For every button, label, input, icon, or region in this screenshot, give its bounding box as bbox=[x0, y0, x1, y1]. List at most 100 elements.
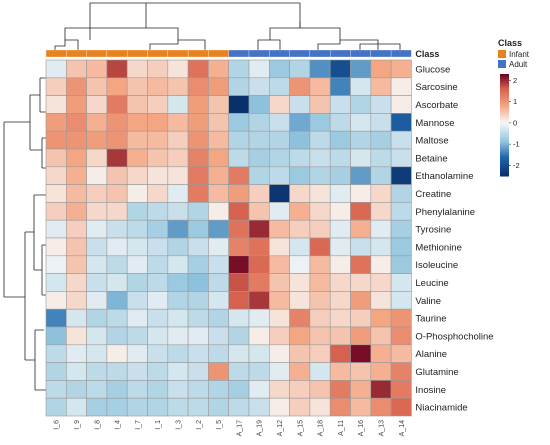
color-scale-step bbox=[500, 153, 509, 157]
heatmap-cell bbox=[208, 380, 229, 399]
heatmap-cell bbox=[248, 380, 270, 399]
heatmap-cell bbox=[106, 113, 128, 132]
color-scale-step bbox=[500, 147, 509, 150]
heatmap-cell bbox=[126, 77, 148, 96]
heatmap-cell bbox=[268, 184, 290, 203]
heatmap-cell bbox=[390, 344, 412, 363]
heatmap-cell bbox=[208, 113, 229, 132]
heatmap-cell bbox=[126, 308, 148, 328]
heatmap-cell bbox=[126, 219, 148, 239]
heatmap-cell bbox=[187, 113, 209, 132]
color-scale-step bbox=[500, 155, 509, 158]
class-cell-I_5 bbox=[208, 49, 229, 58]
color-scale-step bbox=[500, 87, 509, 90]
heatmap-cell bbox=[126, 380, 148, 399]
color-scale-step bbox=[500, 104, 509, 107]
heatmap-cell bbox=[147, 148, 169, 168]
heatmap-cell bbox=[370, 237, 392, 257]
color-scale-step bbox=[500, 174, 509, 177]
heatmap-cell bbox=[147, 95, 169, 114]
heatmap-cell bbox=[309, 219, 331, 239]
column-label: I_7 bbox=[135, 420, 142, 430]
heatmap-cell bbox=[208, 166, 229, 185]
heatmap-cell bbox=[45, 380, 67, 399]
heatmap-cell bbox=[329, 219, 351, 239]
heatmap-cell bbox=[66, 308, 87, 328]
row-labels: Glucose Sarcosine Ascorbate Mannose Maltose B… bbox=[415, 64, 493, 413]
heatmap-cell bbox=[228, 113, 250, 132]
heatmap-cell bbox=[45, 273, 67, 292]
heatmap-cell bbox=[309, 184, 331, 203]
heatmap-cell bbox=[370, 59, 392, 79]
color-scale-step bbox=[500, 111, 509, 114]
heatmap-cell bbox=[106, 380, 128, 399]
class-cell-A_16 bbox=[350, 49, 371, 58]
heatmap-cell bbox=[268, 77, 290, 96]
heatmap-cell bbox=[268, 273, 290, 292]
heatmap-cell bbox=[309, 273, 331, 292]
heatmap-cell bbox=[208, 237, 229, 257]
heatmap-cell bbox=[370, 362, 392, 381]
heatmap-cell bbox=[350, 219, 372, 239]
heatmap-cell bbox=[66, 166, 87, 185]
heatmap-cell bbox=[208, 219, 229, 239]
row-label: Glutamine bbox=[415, 367, 458, 378]
heatmap-cell bbox=[248, 397, 270, 417]
heatmap-cell bbox=[45, 130, 67, 150]
heatmap-cell bbox=[329, 184, 351, 203]
heatmap-cell bbox=[228, 184, 250, 203]
heatmap-cell bbox=[66, 344, 87, 363]
heatmap-cell bbox=[126, 344, 148, 363]
heatmap-cell bbox=[390, 184, 412, 203]
column-dendrogram bbox=[54, 2, 401, 50]
heatmap-cell bbox=[106, 273, 128, 292]
heatmap-cell bbox=[126, 397, 148, 417]
heatmap-cell bbox=[248, 255, 270, 274]
row-label: Maltose bbox=[415, 136, 448, 147]
column-label: I_2 bbox=[196, 420, 203, 430]
heatmap-cell bbox=[208, 95, 229, 114]
row-label: Inosine bbox=[415, 385, 446, 396]
heatmap-cell bbox=[248, 184, 270, 203]
heatmap-cell bbox=[350, 202, 372, 221]
heatmap-cell bbox=[329, 237, 351, 257]
color-scale-step bbox=[500, 162, 509, 165]
heatmap-cell bbox=[370, 148, 392, 168]
heatmap-cell bbox=[45, 308, 67, 328]
heatmap-cell bbox=[370, 380, 392, 399]
heatmap-cell bbox=[86, 166, 108, 185]
heatmap-cell bbox=[187, 380, 209, 399]
heatmap-cell bbox=[228, 219, 250, 239]
heatmap-cell bbox=[248, 362, 270, 381]
column-label: A_19 bbox=[257, 420, 264, 436]
color-scale-step bbox=[500, 150, 509, 153]
heatmap-cell bbox=[167, 59, 189, 79]
heatmap-cell bbox=[309, 202, 331, 221]
heatmap-cell bbox=[147, 113, 169, 132]
heatmap-cell bbox=[370, 326, 392, 346]
heatmap-cell bbox=[66, 95, 87, 114]
class-cell-A_11 bbox=[330, 49, 351, 58]
heatmap-cell bbox=[289, 397, 311, 417]
heatmap-cell bbox=[66, 184, 87, 203]
heatmap-cell bbox=[167, 113, 189, 132]
heatmap-cell bbox=[126, 273, 148, 292]
heatmap-cell bbox=[289, 237, 311, 257]
heatmap-cell bbox=[268, 380, 290, 399]
heatmap-cell bbox=[126, 237, 148, 257]
heatmap-cell bbox=[350, 308, 372, 328]
heatmap-cell bbox=[147, 237, 169, 257]
heatmap-cell bbox=[167, 130, 189, 150]
heatmap-cell bbox=[66, 113, 87, 132]
heatmap-cell bbox=[45, 113, 67, 132]
heatmap-cell bbox=[289, 95, 311, 114]
heatmap-cell bbox=[350, 113, 372, 132]
heatmap-cell bbox=[86, 273, 108, 292]
class-cell-I_6 bbox=[45, 49, 67, 58]
heatmap-cell bbox=[187, 130, 209, 150]
heatmap-cell bbox=[309, 77, 331, 96]
color-scale-step bbox=[500, 114, 509, 117]
heatmap-cell bbox=[370, 308, 392, 328]
row-label: Valine bbox=[415, 296, 441, 307]
